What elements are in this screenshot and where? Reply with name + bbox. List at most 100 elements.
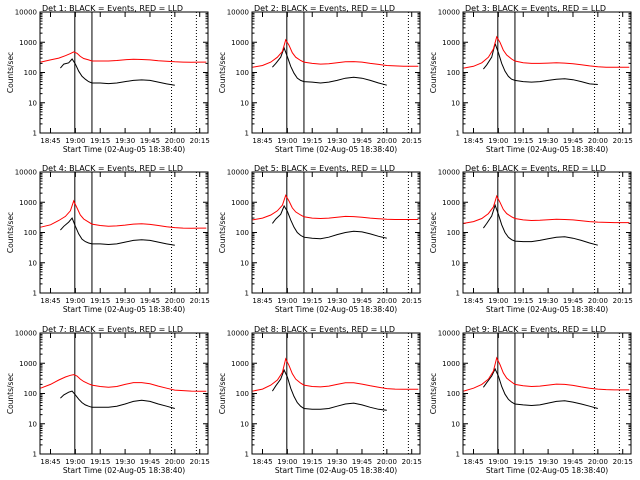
series-group [40, 374, 207, 409]
series-line-lld [40, 374, 207, 392]
y-tick-label: 10000 [227, 330, 249, 338]
y-tick-label: 1000 [442, 360, 460, 368]
x-tick-label: 19:15 [302, 137, 322, 145]
x-tick-label: 20:15 [613, 458, 633, 466]
x-tick-label: 20:00 [588, 458, 608, 466]
x-tick-label: 19:45 [563, 458, 583, 466]
y-tick-label: 1000 [19, 199, 37, 207]
y-tick-label: 10 [451, 259, 460, 267]
x-tick-label: 18:45 [252, 137, 272, 145]
y-tick-label: 1 [245, 290, 249, 298]
x-axis-label: Start Time (02-Aug-05 18:38:40) [275, 305, 397, 314]
x-tick-label: 20:15 [190, 458, 210, 466]
y-tick-label: 1 [456, 290, 460, 298]
y-tick-label: 10 [28, 420, 37, 428]
x-tick-label: 20:15 [402, 137, 422, 145]
x-axis-label: Start Time (02-Aug-05 18:38:40) [63, 145, 185, 154]
x-tick-label: 19:45 [140, 137, 160, 145]
panel-title: Det 4: BLACK = Events, RED = LLD [42, 164, 183, 173]
series-line-lld [40, 51, 207, 63]
panel-title: Det 7: BLACK = Events, RED = LLD [42, 325, 183, 334]
x-tick-label: 19:00 [277, 137, 297, 145]
x-tick-label: 19:30 [327, 297, 347, 305]
series-line-events [482, 203, 598, 246]
x-tick-label: 19:00 [65, 137, 85, 145]
y-tick-label: 1 [245, 130, 249, 138]
x-tick-label: 18:45 [463, 458, 483, 466]
x-tick-label: 19:00 [65, 458, 85, 466]
x-tick-label: 18:45 [40, 297, 60, 305]
y-tick-label: 10000 [227, 9, 249, 17]
series-line-events [60, 58, 175, 86]
y-tick-label: 10000 [15, 330, 37, 338]
x-tick-label: 19:00 [488, 137, 508, 145]
x-tick-label: 19:30 [327, 137, 347, 145]
chart-panel: 1 10 100 1000 10000 18:45 19:00 19:15 19:30 19:45… [429, 4, 633, 154]
y-tick-label: 100 [24, 69, 37, 77]
series-group [463, 35, 630, 85]
y-axis-label: Counts/sec [429, 52, 438, 93]
plot-frame [251, 171, 421, 294]
plot-frame [251, 332, 421, 455]
series-group [40, 51, 207, 86]
x-tick-label: 19:00 [65, 297, 85, 305]
y-axis-label: Counts/sec [429, 373, 438, 414]
y-axis-label: Counts/sec [6, 373, 15, 414]
x-tick-label: 19:30 [327, 458, 347, 466]
y-axis-label: Counts/sec [6, 212, 15, 253]
x-tick-label: 19:15 [302, 458, 322, 466]
x-tick-label: 19:00 [277, 458, 297, 466]
x-axis-label: Start Time (02-Aug-05 18:38:40) [63, 305, 185, 314]
x-tick-label: 18:45 [40, 458, 60, 466]
x-tick-label: 19:15 [513, 137, 533, 145]
series-line-events [60, 217, 175, 246]
y-tick-label: 1000 [231, 39, 249, 47]
y-tick-label: 10 [240, 259, 249, 267]
series-line-events [271, 368, 387, 411]
series-line-events [483, 41, 598, 85]
x-tick-label: 20:00 [165, 458, 185, 466]
x-tick-label: 19:45 [352, 137, 372, 145]
x-tick-label: 18:45 [252, 458, 272, 466]
x-tick-label: 18:45 [463, 297, 483, 305]
plot-frame [39, 332, 209, 455]
y-tick-label: 10 [451, 99, 460, 107]
y-tick-label: 1000 [231, 199, 249, 207]
x-tick-label: 19:15 [90, 137, 110, 145]
x-tick-label: 20:15 [613, 137, 633, 145]
y-tick-label: 10000 [15, 9, 37, 17]
x-tick-label: 19:30 [115, 458, 135, 466]
x-tick-label: 19:15 [302, 297, 322, 305]
y-tick-label: 10 [28, 99, 37, 107]
panel-title: Det 8: BLACK = Events, RED = LLD [254, 325, 395, 334]
y-tick-label: 100 [236, 229, 249, 237]
x-tick-label: 20:15 [402, 458, 422, 466]
x-axis-label: Start Time (02-Aug-05 18:38:40) [275, 466, 397, 475]
x-tick-label: 19:45 [563, 137, 583, 145]
series-line-lld [463, 194, 630, 224]
y-tick-label: 10000 [438, 330, 460, 338]
series-line-lld [463, 35, 630, 69]
series-group [252, 357, 419, 411]
y-tick-label: 1 [33, 130, 37, 138]
plot-frame [462, 11, 632, 134]
series-group [252, 38, 419, 86]
x-axis-label: Start Time (02-Aug-05 18:38:40) [486, 305, 608, 314]
x-tick-label: 20:15 [402, 297, 422, 305]
panel-title: Det 2: BLACK = Events, RED = LLD [254, 4, 395, 13]
chart-panel: 1 10 100 1000 10000 18:45 19:00 19:15 19:30 19:45… [218, 164, 422, 314]
series-group [252, 194, 419, 240]
y-axis-label: Counts/sec [218, 52, 227, 93]
plot-frame [251, 11, 421, 134]
y-tick-label: 10 [240, 99, 249, 107]
plot-frame [462, 332, 632, 455]
x-tick-label: 20:00 [165, 297, 185, 305]
series-line-events [272, 46, 387, 86]
y-tick-label: 10 [451, 420, 460, 428]
y-tick-label: 10000 [438, 169, 460, 177]
x-axis-label: Start Time (02-Aug-05 18:38:40) [275, 145, 397, 154]
x-tick-label: 18:45 [40, 137, 60, 145]
x-axis-label: Start Time (02-Aug-05 18:38:40) [63, 466, 185, 475]
series-group [40, 199, 207, 246]
